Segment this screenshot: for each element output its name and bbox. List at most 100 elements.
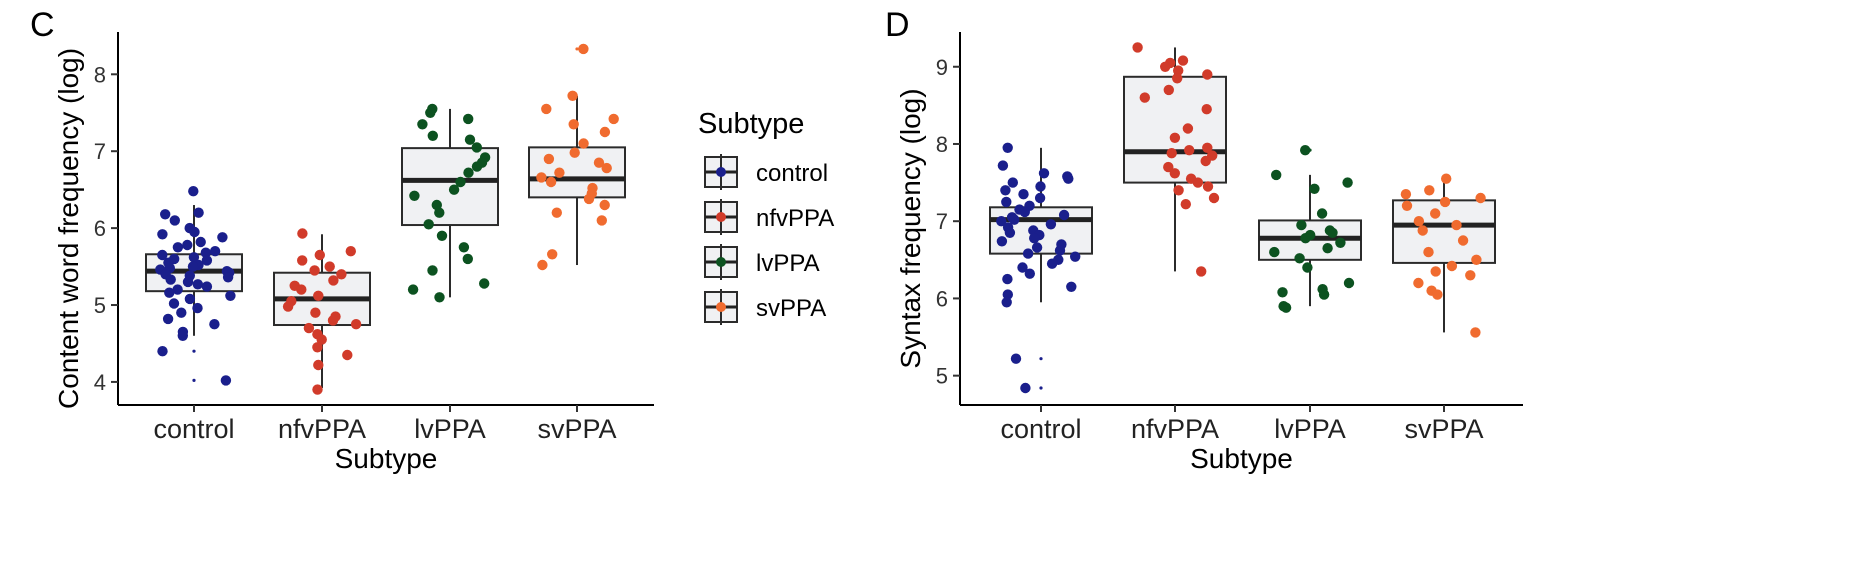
data-point xyxy=(1322,243,1333,254)
data-point xyxy=(336,269,347,280)
data-point xyxy=(1200,155,1211,167)
data-point xyxy=(423,219,434,230)
data-point xyxy=(1046,258,1058,269)
box-control xyxy=(989,142,1093,394)
data-point xyxy=(342,349,353,361)
data-point xyxy=(1316,208,1328,219)
data-point xyxy=(1002,289,1013,300)
data-point xyxy=(1009,214,1020,225)
data-point xyxy=(567,90,578,102)
data-point xyxy=(1034,192,1046,204)
data-point xyxy=(189,226,200,238)
data-point xyxy=(1430,208,1441,219)
data-point xyxy=(201,255,213,266)
data-point xyxy=(1446,260,1458,272)
data-point xyxy=(303,322,315,334)
legend-label: nfvPPA xyxy=(756,205,834,232)
data-point xyxy=(1327,227,1338,238)
legend-key-dot xyxy=(716,302,726,312)
box-nfvPPA xyxy=(1123,42,1227,277)
outlier-marker xyxy=(1039,386,1043,390)
data-point xyxy=(1417,225,1428,236)
data-point xyxy=(177,330,188,341)
box-lvPPA xyxy=(1258,145,1362,313)
data-point xyxy=(1294,253,1305,264)
data-point xyxy=(1296,219,1307,231)
data-point xyxy=(168,298,180,309)
data-point xyxy=(1172,73,1183,84)
legend-label: lvPPA xyxy=(756,250,820,277)
data-point xyxy=(187,261,199,272)
data-point xyxy=(312,384,323,395)
y-tick-label: 6 xyxy=(94,216,106,241)
data-point xyxy=(1070,251,1081,262)
data-point xyxy=(1475,192,1486,204)
data-point xyxy=(313,290,324,301)
data-point xyxy=(1318,289,1330,300)
data-point xyxy=(568,119,579,130)
y-tick-label: 5 xyxy=(936,364,948,389)
data-point xyxy=(578,138,589,149)
data-point xyxy=(309,265,320,276)
legend-key-dot xyxy=(716,212,726,222)
box-iqr xyxy=(1123,75,1227,184)
x-tick-label: control xyxy=(1000,414,1081,444)
y-tick-label: 9 xyxy=(936,55,948,80)
data-point xyxy=(541,103,552,115)
data-point xyxy=(345,246,356,257)
data-point xyxy=(165,274,176,285)
data-point xyxy=(222,272,234,283)
data-point xyxy=(997,160,1009,171)
data-point xyxy=(545,176,557,188)
data-point xyxy=(578,43,589,55)
data-point xyxy=(479,278,490,289)
data-point xyxy=(1163,84,1175,96)
data-point xyxy=(1002,142,1013,153)
data-point xyxy=(599,199,610,211)
legend-key-dot xyxy=(716,167,726,177)
data-point xyxy=(1139,92,1151,103)
data-point xyxy=(169,215,180,226)
x-tick-label: nfvPPA xyxy=(278,414,366,444)
data-point xyxy=(160,209,171,220)
data-point xyxy=(1020,382,1031,394)
y-tick-label: 8 xyxy=(94,62,106,87)
data-point xyxy=(1166,148,1177,159)
data-point xyxy=(1054,245,1066,256)
data-point xyxy=(328,275,339,286)
data-point xyxy=(200,247,211,258)
data-point xyxy=(182,276,194,288)
data-point xyxy=(436,230,448,241)
data-point xyxy=(1022,248,1034,259)
y-tick-label: 4 xyxy=(94,370,106,395)
outlier-marker xyxy=(192,349,196,353)
data-point xyxy=(1277,287,1288,298)
data-point xyxy=(583,193,595,205)
data-point xyxy=(462,253,473,265)
y-tick-label: 5 xyxy=(94,293,106,318)
data-point xyxy=(193,207,204,218)
box-lvPPA xyxy=(401,103,499,303)
data-point xyxy=(1169,132,1181,143)
legend-key-dot xyxy=(716,257,726,267)
y-tick-label: 6 xyxy=(936,286,948,311)
data-point xyxy=(1001,297,1012,308)
data-point xyxy=(1000,185,1011,196)
data-point xyxy=(427,265,438,276)
outlier-marker xyxy=(192,378,196,382)
data-point xyxy=(1439,196,1451,208)
legend-label: control xyxy=(756,160,828,187)
box-nfvPPA xyxy=(273,228,371,395)
data-point xyxy=(1173,65,1184,76)
data-point xyxy=(188,186,199,197)
data-point xyxy=(463,113,474,125)
data-point xyxy=(1004,227,1016,238)
data-point xyxy=(1038,168,1050,179)
y-tick-label: 8 xyxy=(936,132,948,157)
data-point xyxy=(601,162,612,174)
legend: Subtype control nfvPPA lvPPA svPPA xyxy=(698,108,834,325)
data-point xyxy=(1202,142,1213,153)
data-point xyxy=(1182,123,1194,134)
legend-item-svPPA: svPPA xyxy=(704,289,826,325)
data-point xyxy=(225,290,236,301)
